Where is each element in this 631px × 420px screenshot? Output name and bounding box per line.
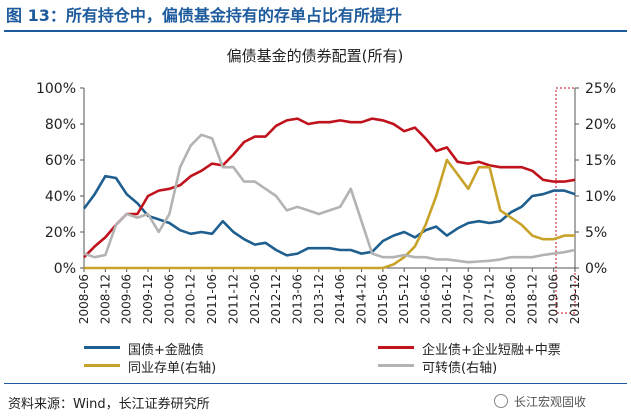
x-tick-label: 2017-12 (483, 274, 497, 324)
legend-swatch (84, 346, 120, 349)
x-tick-label: 2009-06 (120, 274, 134, 324)
y-left-tick-label: 60% (45, 153, 76, 169)
legend-label: 可转债(右轴) (422, 361, 498, 376)
brand-name: 长江宏观固收 (514, 395, 587, 409)
x-tick-label: 2010-06 (162, 274, 176, 324)
series-line-2 (84, 158, 575, 270)
chart-title: 偏债基金的债券配置(所有) (227, 47, 404, 65)
x-tick-label: 2016-06 (419, 274, 433, 324)
legend-swatch (378, 346, 414, 349)
x-tick-label: 2018-12 (525, 274, 539, 324)
series-line-0 (82, 174, 576, 257)
legend-label: 企业债+企业短融+中票 (422, 343, 561, 358)
x-tick-label: 2012-06 (248, 274, 262, 324)
y-right-tick-label: 20% (585, 117, 616, 133)
x-tick-label: 2012-12 (269, 274, 283, 324)
x-tick-label: 2011-12 (226, 274, 240, 324)
y-left-tick-label: 80% (45, 117, 76, 133)
x-tick-label: 2008-12 (98, 274, 112, 324)
x-tick-label: 2019-06 (547, 274, 561, 324)
legend-swatch (378, 364, 414, 367)
y-right-tick-label: 15% (585, 153, 616, 169)
series-line-3 (83, 133, 576, 264)
x-tick-label: 2019-12 (568, 274, 582, 324)
x-tick-label: 2013-06 (290, 274, 304, 324)
title-divider (4, 30, 627, 32)
legend-label: 国债+金融债 (128, 343, 204, 358)
figure-title: 图 13：所有持仓中，偏债基金持有的存单占比有所提升 (6, 6, 402, 25)
x-tick-label: 2010-12 (184, 274, 198, 324)
brand-logo-icon (494, 394, 508, 408)
x-tick-label: 2017-06 (461, 274, 475, 324)
y-left-tick-label: 0% (54, 261, 76, 277)
x-tick-label: 2015-12 (397, 274, 411, 324)
legend-label: 同业存单(右轴) (128, 361, 217, 376)
x-tick-label: 2014-12 (355, 274, 369, 324)
y-right-tick-label: 5% (585, 225, 607, 241)
source-divider (4, 383, 627, 384)
y-left-tick-label: 40% (45, 189, 76, 205)
series-line-1 (83, 117, 576, 259)
legend-swatch (84, 364, 120, 367)
x-tick-label: 2011-06 (205, 274, 219, 324)
source-note: 资料来源：Wind，长江证券研究所 (8, 397, 210, 412)
x-tick-label: 2018-06 (504, 274, 518, 324)
y-right-tick-label: 25% (585, 81, 616, 97)
y-right-tick-label: 0% (585, 261, 607, 277)
x-tick-label: 2016-12 (440, 274, 454, 324)
x-tick-label: 2008-06 (77, 274, 91, 324)
y-right-tick-label: 10% (585, 189, 616, 205)
x-tick-label: 2014-06 (333, 274, 347, 324)
y-left-tick-label: 100% (36, 81, 76, 97)
x-tick-label: 2013-12 (312, 274, 326, 324)
x-tick-label: 2009-12 (141, 274, 155, 324)
x-tick-label: 2015-06 (376, 274, 390, 324)
highlight-box (555, 87, 576, 314)
y-left-tick-label: 20% (45, 225, 76, 241)
